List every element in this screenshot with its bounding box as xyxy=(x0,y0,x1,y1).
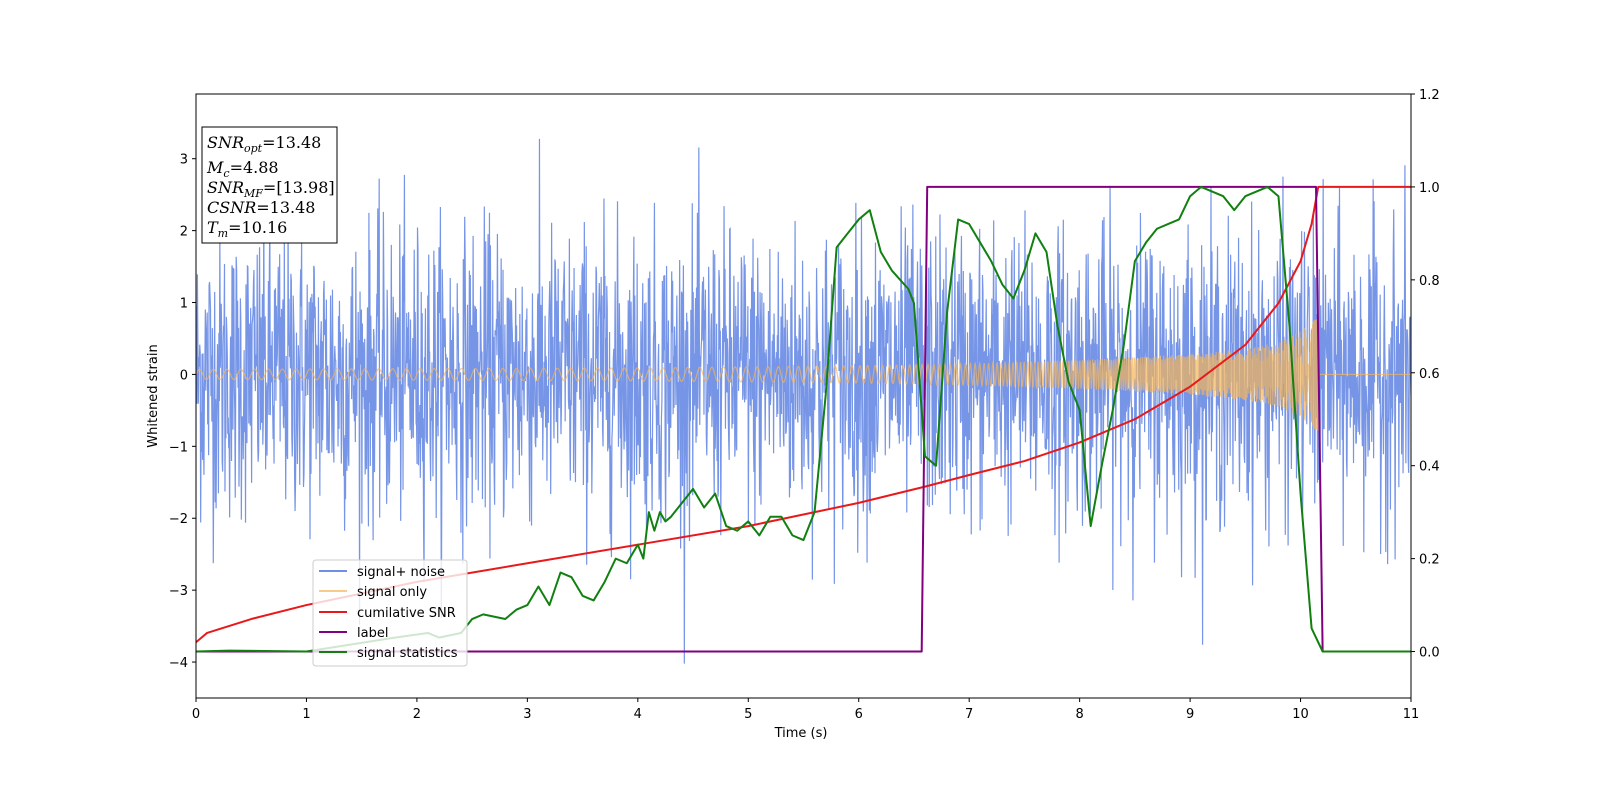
x-tick-label: 8 xyxy=(1075,707,1083,722)
x-tick-label: 2 xyxy=(413,707,421,722)
annotation-line-3: SNRMF=[13.98] xyxy=(207,178,335,200)
x-tick-label: 6 xyxy=(855,707,863,722)
plot-frame xyxy=(195,93,1412,699)
y-tick-label: −4 xyxy=(169,656,188,671)
y2-tick-label: 1.2 xyxy=(1419,88,1440,103)
y-tick-label: 3 xyxy=(180,153,188,168)
legend-label-signal-statistics: signal statistics xyxy=(357,646,458,661)
x-tick-label: 7 xyxy=(965,707,973,722)
x-tick-label: 1 xyxy=(302,707,310,722)
legend-label-signal-noise: signal+ noise xyxy=(357,565,445,580)
series-signal-statistics xyxy=(196,185,1411,653)
x-axis-label: Time (s) xyxy=(774,726,828,741)
y-axis-label: Whitened strain xyxy=(146,344,161,447)
x-tick-label: 9 xyxy=(1186,707,1194,722)
y-tick-label: −2 xyxy=(169,512,188,527)
legend-label-signal-only: signal only xyxy=(357,585,427,600)
x-tick-label: 10 xyxy=(1292,707,1309,722)
y-tick-label: 2 xyxy=(180,225,188,240)
x-tick-label: 0 xyxy=(192,707,200,722)
annotation-line-2: Mc=4.88 xyxy=(206,158,279,180)
y2-tick-label: 1.0 xyxy=(1419,181,1440,196)
y2-tick-label: 0.2 xyxy=(1419,553,1440,568)
series-signal-only xyxy=(196,318,1411,431)
annotation-line-1: SNRopt=13.48 xyxy=(207,133,321,155)
y2-tick-label: 0.6 xyxy=(1419,367,1440,382)
legend: signal+ noise signal only cumilative SNR… xyxy=(312,559,468,667)
axes-layer: 0 1 2 3 4 5 6 7 8 9 10 11 −4 −3 −2 −1 0 1 2 3 0.0 0.2 0.4 0.6 0.… xyxy=(169,88,1440,722)
y2-tick-label: 0.8 xyxy=(1419,274,1440,289)
x-tick-label: 11 xyxy=(1403,707,1420,722)
x-tick-label: 5 xyxy=(744,707,752,722)
x-tick-label: 4 xyxy=(634,707,642,722)
y-tick-label: 1 xyxy=(180,297,188,312)
y2-tick-label: 0.0 xyxy=(1419,646,1440,661)
series-signal-noise xyxy=(196,138,1411,664)
annotation-box: SNRopt=13.48 Mc=4.88 SNRMF=[13.98] CSNR=… xyxy=(201,126,338,244)
x-tick-label: 3 xyxy=(523,707,531,722)
legend-label-cumulative-snr: cumilative SNR xyxy=(357,606,456,621)
legend-label-label: label xyxy=(357,626,388,641)
y-tick-label: −1 xyxy=(169,440,188,455)
y-tick-label: 0 xyxy=(180,368,188,383)
y2-tick-label: 0.4 xyxy=(1419,460,1440,475)
annotation-line-5: Tm=10.16 xyxy=(207,218,287,240)
annotation-line-4: CSNR=13.48 xyxy=(207,198,315,217)
y-tick-label: −3 xyxy=(169,584,188,599)
